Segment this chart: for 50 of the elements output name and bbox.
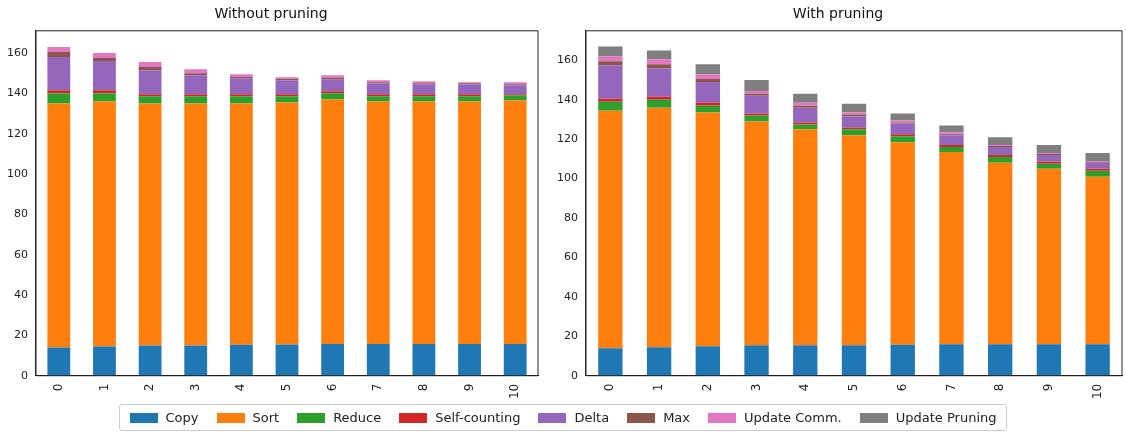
- x-tick-label: 10: [507, 383, 522, 400]
- y-tick-label: 80: [564, 210, 578, 224]
- x-tick-label: 6: [894, 383, 909, 392]
- x-tick-label: 1: [96, 383, 111, 392]
- chart-title: Without pruning: [214, 5, 328, 22]
- x-tick-label: 1: [651, 383, 666, 392]
- y-tick-label: 60: [14, 247, 28, 261]
- legend-label: Delta: [574, 410, 610, 425]
- y-tick-label: 40: [564, 289, 578, 303]
- x-tick-label: 9: [461, 383, 476, 392]
- x-tick-label: 6: [324, 383, 339, 392]
- legend-label: Max: [663, 410, 691, 425]
- y-tick-label: 80: [14, 207, 28, 221]
- legend-label: Self-counting: [435, 410, 521, 425]
- y-tick-label: 20: [14, 328, 28, 342]
- x-tick-label: 4: [797, 383, 812, 392]
- x-tick-label: 7: [370, 383, 385, 392]
- y-tick-label: 120: [557, 132, 578, 146]
- y-tick-label: 140: [7, 86, 28, 100]
- x-tick-label: 2: [142, 383, 157, 392]
- y-tick-label: 60: [564, 250, 578, 264]
- y-tick-label: 20: [564, 329, 578, 343]
- x-tick-label: 0: [50, 383, 65, 392]
- y-tick-label: 100: [7, 166, 28, 180]
- legend-label: Copy: [165, 410, 199, 425]
- y-tick-label: 100: [557, 171, 578, 185]
- legend-label: Update Pruning: [895, 410, 997, 425]
- x-tick-label: 8: [992, 383, 1007, 392]
- x-tick-label: 5: [279, 383, 294, 392]
- x-tick-label: 2: [699, 383, 714, 392]
- x-tick-label: 3: [748, 383, 763, 392]
- x-tick-label: 7: [943, 383, 958, 392]
- x-tick-label: 5: [846, 383, 861, 392]
- y-tick-label: 0: [571, 368, 578, 382]
- chart-title: With pruning: [792, 5, 884, 22]
- x-tick-label: 9: [1041, 383, 1056, 392]
- y-tick-label: 140: [557, 92, 578, 106]
- y-tick-label: 160: [557, 53, 578, 67]
- legend-label: Reduce: [333, 410, 382, 425]
- y-tick-label: 40: [14, 287, 28, 301]
- x-tick-label: 3: [187, 383, 202, 392]
- x-tick-label: 10: [1089, 383, 1104, 400]
- legend-label: Update Comm.: [744, 410, 842, 425]
- y-tick-label: 160: [7, 45, 28, 59]
- y-tick-label: 0: [21, 368, 28, 382]
- legend-label: Sort: [252, 410, 280, 425]
- x-tick-label: 0: [602, 383, 617, 392]
- x-tick-label: 4: [233, 383, 248, 392]
- y-tick-label: 120: [7, 126, 28, 140]
- x-tick-label: 8: [416, 383, 431, 392]
